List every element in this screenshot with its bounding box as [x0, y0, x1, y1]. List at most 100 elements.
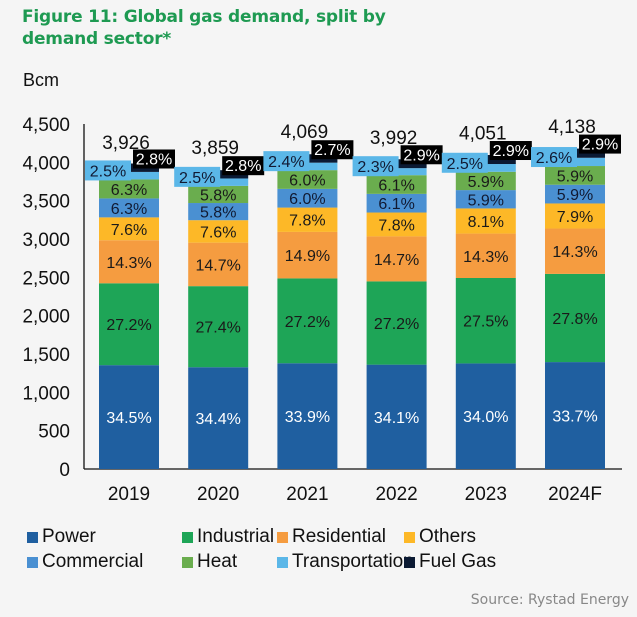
bar-segment-others: [99, 217, 159, 241]
data-label-fuel-gas: 2.8%: [136, 151, 172, 168]
data-label-residential: 14.3%: [552, 244, 597, 261]
bar-segment-commercial: [545, 184, 605, 204]
bar-segment-heat: [545, 166, 605, 185]
data-label-power: 34.0%: [463, 409, 508, 426]
data-label-transportation-box: [441, 152, 488, 173]
legend-swatch: [404, 556, 415, 568]
bar-segment-commercial: [99, 198, 159, 218]
legend-item-fuel-gas: Fuel Gas: [404, 551, 496, 573]
bar-segment-heat: [277, 170, 338, 189]
y-tick-label: 2,500: [22, 268, 70, 289]
data-label-transportation: 2.5%: [90, 163, 126, 180]
data-label-residential: 14.3%: [463, 249, 508, 266]
legend-item-heat: Heat: [182, 551, 237, 573]
data-label-power: 34.4%: [196, 411, 241, 428]
data-label-transportation: 2.4%: [268, 154, 304, 171]
legend-swatch: [277, 556, 288, 568]
data-label-fuel-gas-box: [222, 156, 265, 176]
legend-swatch: [27, 531, 38, 543]
data-label-transportation-box: [263, 151, 310, 172]
bar-segment-power: [455, 363, 516, 469]
data-label-fuel-gas-box: [579, 134, 621, 154]
data-label-others: 7.8%: [378, 217, 414, 234]
data-label-fuel-gas-box: [311, 140, 354, 160]
data-label-commercial: 6.1%: [378, 196, 414, 213]
bar-segment-power: [366, 364, 427, 469]
y-tick-label: 2,000: [22, 307, 70, 328]
legend-label: Fuel Gas: [419, 551, 497, 572]
data-label-transportation: 2.3%: [357, 159, 393, 176]
legend-label: Residential: [292, 526, 386, 547]
bar-segment-heat: [366, 175, 427, 194]
stacked-bar-chart: 0 500 1,000 1,500 2,000 2,500 3,000 3,500 4,000 4…: [22, 115, 622, 505]
data-label-others: 7.6%: [200, 224, 236, 241]
data-label-heat: 6.3%: [111, 182, 147, 199]
bar-segment-residential: [545, 228, 605, 274]
data-label-fuel-gas: 2.9%: [582, 137, 618, 154]
bar-total-label: 4,069: [281, 122, 329, 143]
data-label-residential: 14.7%: [374, 252, 419, 269]
bar-segment-commercial: [366, 193, 427, 213]
x-tick-label: 2022: [375, 484, 417, 505]
legend-label: Power: [42, 526, 96, 547]
bar-segment-industrial: [455, 277, 516, 364]
bar-segment-industrial: [545, 273, 605, 363]
legend-swatch: [27, 556, 38, 568]
legend-label: Transportation: [292, 551, 414, 572]
data-label-commercial: 5.8%: [200, 205, 236, 222]
x-tick-label: 2020: [197, 484, 239, 505]
legend-swatch: [404, 531, 415, 543]
data-label-transportation: 2.5%: [447, 156, 483, 173]
data-label-industrial: 27.2%: [374, 316, 419, 333]
legend-label: Commercial: [42, 551, 144, 572]
bar-segment-heat: [455, 171, 516, 191]
data-label-residential: 14.9%: [285, 248, 330, 265]
bar-segment-others: [277, 207, 338, 232]
data-label-transportation-box: [531, 147, 577, 168]
data-label-transportation: 2.5%: [179, 170, 215, 187]
data-label-transportation: 2.6%: [536, 150, 572, 167]
y-axis-unit-label: Bcm: [23, 70, 59, 90]
bar-segment-power: [188, 367, 249, 469]
legend-item-others: Others: [404, 526, 476, 548]
data-label-power: 33.7%: [552, 409, 597, 426]
bar-segment-commercial: [277, 188, 338, 208]
bar-segment-others: [188, 220, 249, 243]
legend-item-commercial: Commercial: [27, 551, 143, 573]
x-tick-label: 2021: [286, 484, 328, 505]
bar-segment-commercial: [188, 203, 249, 221]
data-label-industrial: 27.8%: [552, 311, 597, 328]
data-label-power: 33.9%: [285, 409, 330, 426]
bar-segment-industrial: [277, 278, 338, 364]
data-label-heat: 5.9%: [557, 168, 593, 185]
y-tick-label: 0: [59, 460, 70, 481]
y-tick-label: 4,500: [22, 115, 70, 136]
legend-swatch: [182, 531, 193, 543]
data-label-residential: 14.7%: [196, 257, 241, 274]
bar-segment-industrial: [188, 286, 249, 368]
legend-label: Industrial: [197, 526, 275, 547]
data-label-fuel-gas: 2.9%: [493, 143, 529, 160]
bar-segment-others: [455, 208, 516, 234]
bar-segment-others: [366, 212, 427, 237]
y-tick-label: 1,000: [22, 383, 70, 404]
bar-total-label: 4,051: [459, 123, 507, 144]
bar-segment-heat: [188, 185, 249, 204]
bar-segment-industrial: [366, 281, 427, 365]
data-label-fuel-gas-box: [400, 145, 443, 165]
y-tick-label: 3,500: [22, 192, 70, 213]
data-label-power: 34.1%: [374, 410, 419, 427]
data-label-others: 7.6%: [111, 222, 147, 239]
data-label-commercial: 6.3%: [111, 201, 147, 218]
legend-label: Heat: [197, 551, 238, 572]
data-label-transportation-box: [174, 166, 221, 187]
data-label-commercial: 5.9%: [468, 192, 504, 209]
bar-total-label: 3,859: [191, 138, 239, 159]
data-label-industrial: 27.2%: [106, 317, 151, 334]
data-label-fuel-gas-box: [489, 141, 532, 161]
legend-swatch: [182, 556, 193, 568]
data-label-others: 8.1%: [468, 214, 504, 231]
data-label-commercial: 6.0%: [289, 191, 325, 208]
bar-segment-residential: [455, 233, 516, 278]
data-label-industrial: 27.5%: [463, 314, 508, 331]
